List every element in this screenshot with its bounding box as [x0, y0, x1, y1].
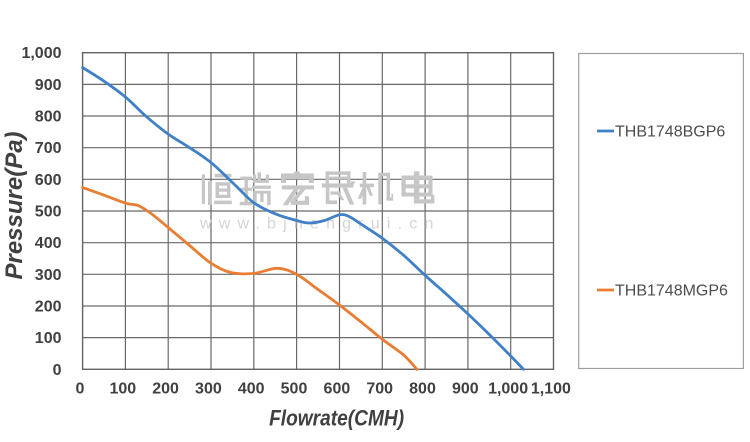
svg-text:200: 200 [152, 381, 179, 398]
svg-text:900: 900 [452, 381, 479, 398]
svg-text:0: 0 [53, 362, 62, 379]
svg-text:700: 700 [366, 381, 393, 398]
svg-text:600: 600 [324, 381, 351, 398]
svg-text:900: 900 [35, 77, 62, 94]
svg-text:THB1748MGP6: THB1748MGP6 [615, 283, 728, 300]
svg-text:200: 200 [35, 299, 62, 316]
svg-text:100: 100 [35, 330, 62, 347]
svg-text:Pressure(Pa): Pressure(Pa) [1, 131, 28, 279]
svg-text:0: 0 [76, 381, 85, 398]
svg-text:1,000: 1,000 [21, 45, 61, 62]
svg-text:400: 400 [35, 235, 62, 252]
svg-text:Flowrate(CMH): Flowrate(CMH) [269, 406, 404, 431]
svg-text:100: 100 [109, 381, 136, 398]
svg-text:800: 800 [35, 109, 62, 126]
svg-text:800: 800 [409, 381, 436, 398]
svg-text:500: 500 [35, 204, 62, 221]
svg-text:www.bjhengrui.cn: www.bjhengrui.cn [199, 216, 441, 233]
svg-text:600: 600 [35, 172, 62, 189]
svg-text:300: 300 [35, 267, 62, 284]
svg-text:400: 400 [238, 381, 265, 398]
svg-text:300: 300 [195, 381, 222, 398]
svg-text:THB1748BGP6: THB1748BGP6 [615, 124, 725, 141]
svg-text:500: 500 [281, 381, 308, 398]
svg-text:1,000: 1,000 [488, 381, 528, 398]
svg-text:700: 700 [35, 140, 62, 157]
svg-text:1,100: 1,100 [531, 381, 571, 398]
